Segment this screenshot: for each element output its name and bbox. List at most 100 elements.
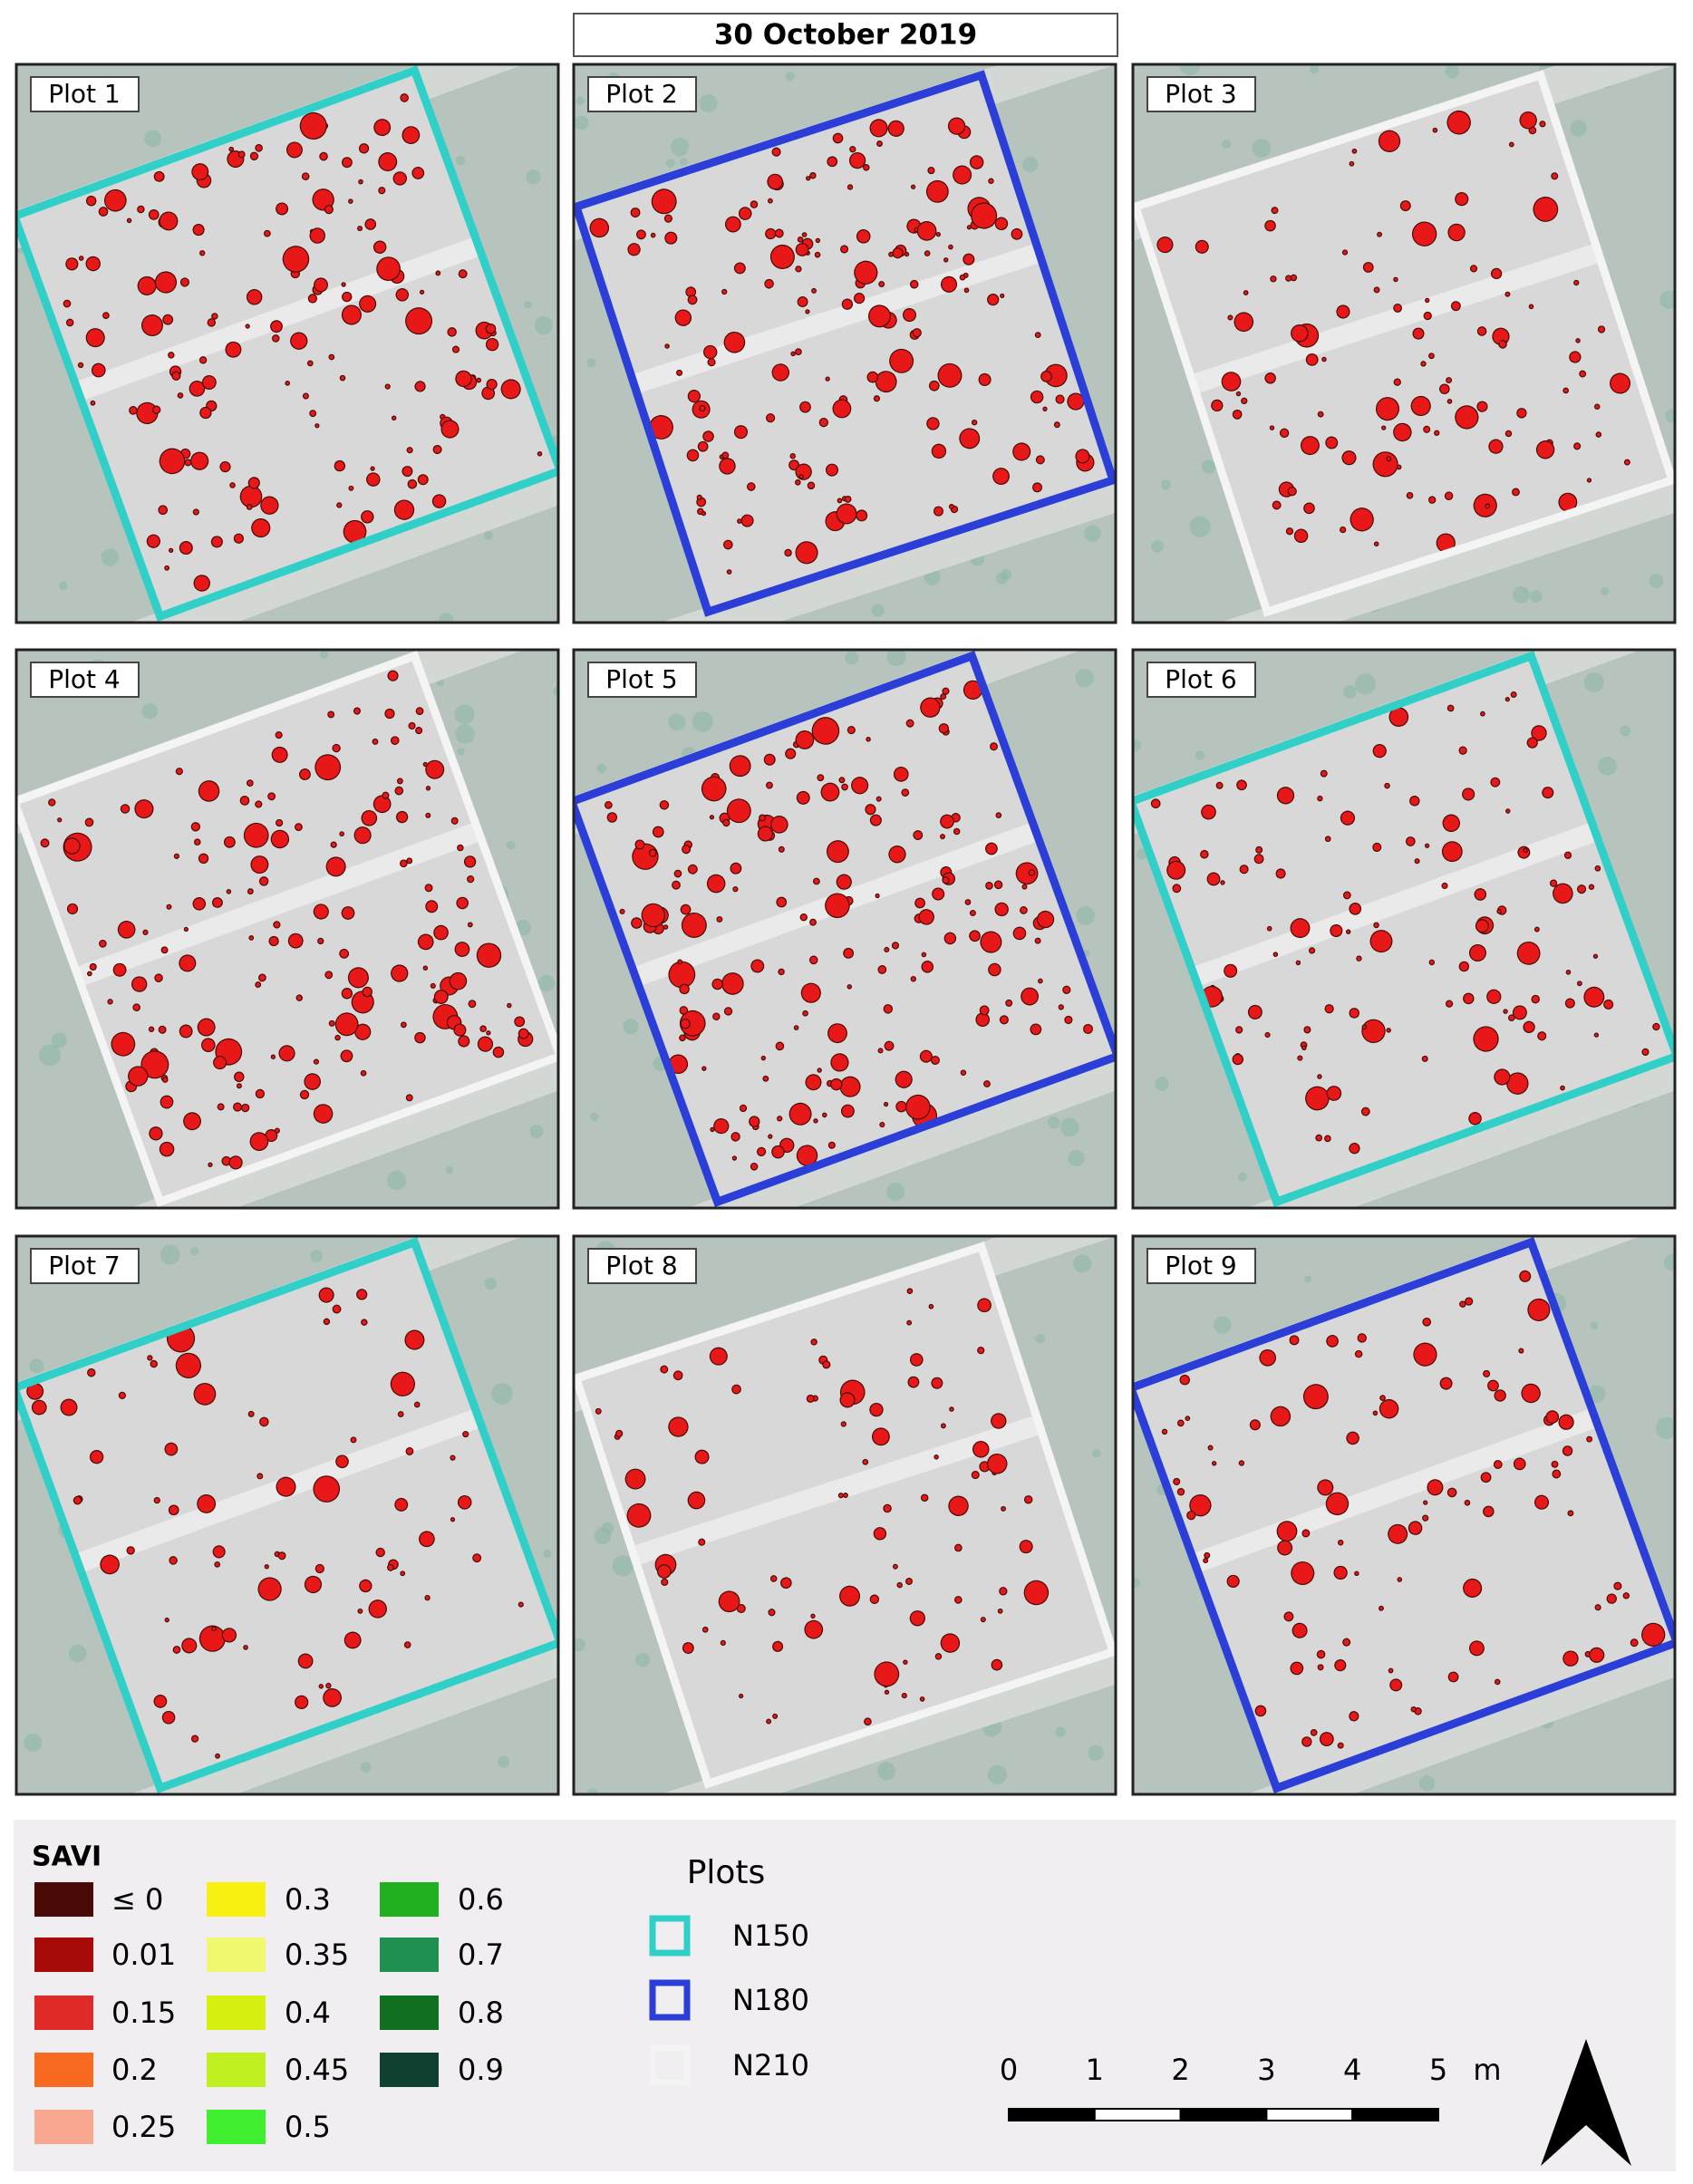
savi-patch [730, 1132, 740, 1142]
savi-patch [1346, 1431, 1359, 1445]
savi-patch [1290, 1661, 1304, 1676]
plot-label-box [30, 76, 140, 112]
savi-patch [830, 1078, 843, 1091]
savi-patch [1264, 219, 1276, 232]
savi-patch [401, 1021, 407, 1029]
scale-label: 0 [1000, 2053, 1018, 2087]
savi-patch [837, 498, 843, 504]
savi-patch [949, 1406, 954, 1412]
savi-patch [392, 171, 407, 186]
savi-patch [259, 1416, 269, 1427]
savi-patch [440, 420, 460, 439]
savi-patch [1505, 808, 1511, 814]
savi-patch [943, 257, 949, 263]
savi-patch [341, 988, 353, 1000]
ditch-band [574, 1573, 1116, 1794]
plot-outline [16, 1237, 558, 1793]
savi-patch [212, 1545, 226, 1559]
savi-patch [892, 247, 904, 259]
savi-patch [619, 908, 625, 914]
savi-patch [840, 1104, 855, 1118]
savi-patch [937, 362, 963, 388]
savi-patch [319, 151, 328, 161]
savi-patch [1349, 1008, 1359, 1019]
savi-patch [941, 275, 958, 293]
panel-frame [572, 648, 1117, 1210]
savi-patch [358, 179, 363, 185]
savi-patch [774, 228, 784, 238]
savi-patch [1565, 970, 1572, 975]
savi-patch [999, 1015, 1009, 1025]
savi-patch [767, 173, 783, 190]
savi-patch [126, 1546, 135, 1555]
savi-patch [784, 548, 792, 557]
savi-patch [940, 814, 954, 829]
savi-patch [1019, 1540, 1033, 1554]
savi-patch [827, 1023, 847, 1044]
savi-patch [158, 505, 169, 516]
savi-patch [1211, 1461, 1217, 1466]
vegetation-speck [39, 1044, 61, 1067]
savi-patch [479, 1025, 487, 1033]
savi-patch [1224, 963, 1238, 978]
savi-patch [992, 468, 1010, 485]
savi-patch [672, 880, 681, 890]
savi-patch [1518, 1348, 1524, 1354]
plot-label-box [1146, 76, 1256, 112]
vegetation-speck [871, 604, 885, 617]
savi-patch [422, 761, 428, 768]
savi-patch [405, 1094, 413, 1102]
savi-patch [1425, 297, 1430, 304]
savi-patch [1345, 929, 1351, 934]
savi-patch [771, 147, 781, 157]
savi-patch [841, 783, 848, 791]
savi-patch [173, 853, 179, 859]
savi-patch [357, 226, 363, 232]
savi-patch [148, 1026, 155, 1032]
savi-patch [197, 1494, 217, 1513]
savi-patch [1495, 1678, 1501, 1686]
plot-outline [574, 1242, 1116, 1789]
savi-patch [699, 404, 706, 412]
savi-patch [1276, 787, 1295, 805]
savi-patch [85, 195, 97, 207]
savi-patch [790, 351, 796, 357]
savi-patch [813, 1118, 818, 1124]
savi-patch [1233, 312, 1254, 333]
savi-patch [90, 400, 96, 406]
savi-patch [1562, 387, 1569, 394]
savi-patch [874, 1661, 900, 1687]
savi-patch [1446, 399, 1453, 404]
savi-patch [947, 117, 966, 135]
savi-patch [370, 466, 375, 471]
vegetation-speck [665, 159, 675, 169]
savi-patch [78, 256, 84, 261]
savi-patch [1408, 1521, 1423, 1535]
savi-patch [1269, 425, 1275, 430]
vegetation-speck [574, 1638, 585, 1652]
savi-patch [966, 225, 972, 230]
savi-patch [325, 1682, 332, 1689]
savi-patch [606, 812, 618, 823]
savi-patch [738, 207, 752, 220]
savi-patch [1487, 1379, 1499, 1392]
savi-patch [1393, 276, 1398, 283]
savi-patch [930, 1055, 940, 1065]
vegetation-speck [586, 1788, 598, 1794]
plots-label: N180 [732, 1983, 809, 2017]
savi-patch [1161, 1428, 1168, 1435]
savi-patch [1475, 919, 1489, 933]
savi-patch [1490, 777, 1501, 788]
savi-patch [701, 776, 727, 802]
savi-patch [916, 221, 937, 241]
savi-patch [626, 1503, 652, 1528]
savi-patch [1032, 482, 1042, 493]
savi-patch [736, 1603, 746, 1613]
savi-patch [934, 1454, 939, 1460]
savi-patch [892, 1563, 898, 1570]
vegetation-speck [386, 1170, 407, 1191]
savi-patch [953, 165, 972, 185]
savi-patch [400, 1570, 406, 1577]
savi-patch [1444, 491, 1454, 500]
savi-patch [214, 1561, 221, 1568]
